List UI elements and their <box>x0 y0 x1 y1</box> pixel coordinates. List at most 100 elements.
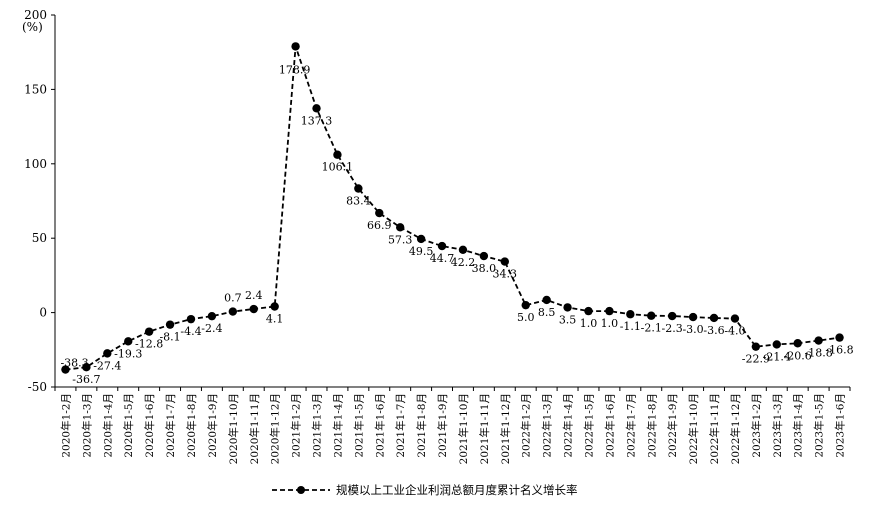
x-axis-ticks: 2020年1-2月 2020年1-3月 2020年1-4月 2020年1-5月 2020… <box>54 387 851 464</box>
x-tick-label: 2021年1-6月 <box>373 393 386 458</box>
y-tick-label: 150 <box>24 82 47 96</box>
x-tick-label: 2022年1-2月 <box>520 393 533 458</box>
x-tick-label: 2020年1-9月 <box>206 393 219 458</box>
data-point <box>542 295 551 305</box>
data-label: 3.5 <box>559 313 577 326</box>
data-label: 49.5 <box>409 245 434 258</box>
x-tick-label: 2021年1-8月 <box>415 393 428 458</box>
data-label: -38.3 <box>60 357 88 370</box>
data-label: -27.4 <box>93 359 121 372</box>
series-growth-rate <box>61 42 844 374</box>
data-label: -2.3 <box>662 322 683 335</box>
data-label: 57.3 <box>388 233 413 246</box>
data-label: -12.8 <box>135 338 163 351</box>
data-label: 1.0 <box>580 317 598 330</box>
data-label: 5.0 <box>517 311 535 324</box>
data-label: 66.9 <box>367 219 392 232</box>
data-point <box>584 306 593 316</box>
data-point <box>667 311 677 321</box>
x-tick-label: 2020年1-6月 <box>143 393 156 458</box>
data-point <box>751 342 761 351</box>
data-label: 34.3 <box>493 268 518 281</box>
y-tick-label: 100 <box>24 157 47 171</box>
y-tick-label: 200 <box>24 8 47 22</box>
data-label: -18.8 <box>805 347 833 360</box>
data-label: 137.3 <box>301 114 333 127</box>
x-tick-label: 2022年1-7月 <box>624 393 637 458</box>
y-tick-label: 0 <box>39 306 47 320</box>
data-point <box>479 251 489 261</box>
data-point <box>207 311 217 321</box>
data-label: -3.0 <box>682 323 703 336</box>
data-point <box>563 303 572 312</box>
x-tick-label: 2020年1-7月 <box>164 393 177 458</box>
x-tick-label: 2021年1-10月 <box>457 393 470 464</box>
x-tick-label: 2022年1-11月 <box>708 393 721 464</box>
data-point <box>82 363 91 372</box>
data-point <box>772 340 781 349</box>
data-point <box>333 150 342 159</box>
x-tick-label: 2023年1-3月 <box>771 393 784 458</box>
data-label: 1.0 <box>601 317 619 330</box>
data-label: -3.6 <box>703 324 724 337</box>
data-point <box>730 314 740 323</box>
data-point <box>61 365 70 374</box>
data-label: 8.5 <box>538 306 556 319</box>
data-label: -4.4 <box>180 325 201 338</box>
data-point <box>395 223 405 232</box>
y-tick-label: -50 <box>28 380 47 394</box>
data-point <box>793 339 802 348</box>
x-tick-label: 2022年1-5月 <box>582 393 595 458</box>
data-label: 4.1 <box>266 312 284 325</box>
x-tick-label: 2021年1-12月 <box>499 393 512 464</box>
data-point <box>835 333 844 342</box>
x-tick-label: 2020年1-8月 <box>185 393 198 458</box>
x-tick-label: 2023年1-4月 <box>792 393 805 458</box>
data-point <box>103 349 112 358</box>
data-point <box>186 314 196 324</box>
data-label: 42.2 <box>451 256 476 269</box>
data-label: -1.1 <box>620 320 641 333</box>
data-point <box>437 241 447 251</box>
x-tick-label: 2020年1-2月 <box>59 393 72 458</box>
data-label: -2.4 <box>201 322 222 335</box>
data-point <box>605 306 614 316</box>
data-point <box>312 104 321 113</box>
data-labels: -38.3 -36.7-27.4-19.3-12.8-8.1 -4.4 -2.4 0.7… <box>60 63 853 386</box>
data-point <box>249 304 258 314</box>
legend: 规模以上工业企业利润总额月度累计名义增长率 <box>272 483 578 497</box>
y-tick-label: 50 <box>32 231 47 245</box>
data-point <box>521 300 530 310</box>
x-tick-label: 2022年1-10月 <box>687 393 700 464</box>
x-tick-label: 2020年1-4月 <box>101 393 114 458</box>
data-label: -21.4 <box>763 350 791 363</box>
data-label: 106.1 <box>322 161 354 174</box>
data-label: -22.9 <box>742 353 770 366</box>
data-point <box>375 208 384 218</box>
data-point <box>500 257 510 266</box>
data-point <box>688 312 698 322</box>
x-tick-label: 2021年1-7月 <box>394 393 407 458</box>
data-label: 38.0 <box>472 262 497 275</box>
y-axis-unit: (%) <box>22 20 43 34</box>
data-label: -2.1 <box>641 322 662 335</box>
x-tick-label: 2021年1-2月 <box>290 393 303 458</box>
x-tick-label: 2022年1-6月 <box>603 393 616 458</box>
data-label: -4.0 <box>724 325 745 338</box>
x-tick-label: 2023年1-5月 <box>813 393 826 458</box>
data-label: 44.7 <box>430 252 455 265</box>
data-point <box>291 42 300 51</box>
x-tick-label: 2023年1-2月 <box>750 393 763 458</box>
data-point <box>228 307 238 316</box>
data-label: 0.7 <box>224 292 242 305</box>
x-tick-label: 2021年1-9月 <box>436 393 449 458</box>
data-label: -20.6 <box>784 349 812 362</box>
x-tick-label: 2020年1-5月 <box>122 393 135 458</box>
data-point <box>354 184 363 193</box>
data-label: -8.1 <box>159 331 180 344</box>
x-tick-label: 2020年1-12月 <box>269 393 282 464</box>
data-point <box>270 302 279 311</box>
data-point <box>626 310 635 319</box>
legend-marker <box>297 486 305 494</box>
